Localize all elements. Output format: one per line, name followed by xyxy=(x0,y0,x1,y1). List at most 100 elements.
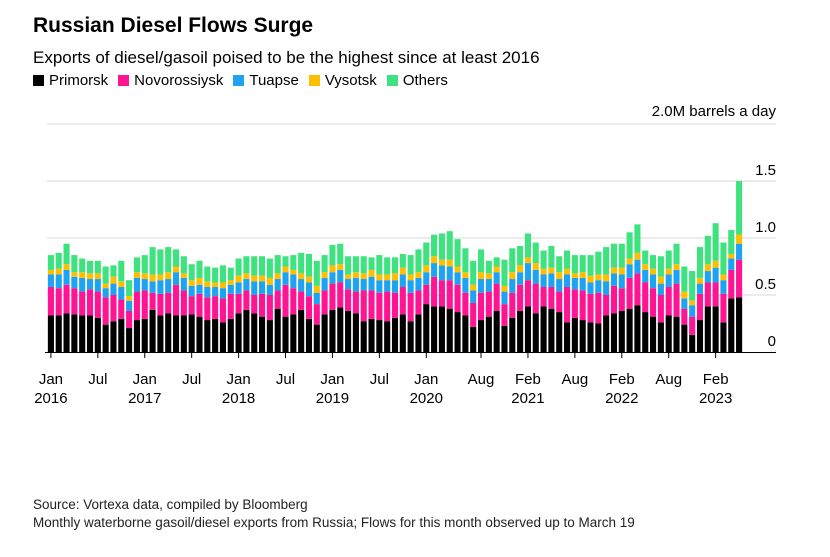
bar-segment-tuapse xyxy=(329,272,336,284)
bar-segment-vysotsk xyxy=(712,260,719,268)
bar-segment-novorossiysk xyxy=(517,284,524,311)
bar-segment-others xyxy=(157,249,164,275)
bar-segment-novorossiysk xyxy=(423,284,430,305)
bar-segment-others xyxy=(337,243,344,265)
bar-segment-others xyxy=(736,181,743,235)
x-tick-label: Feb xyxy=(703,371,729,388)
bar-segment-primorsk xyxy=(352,313,359,352)
bar-segment-primorsk xyxy=(618,310,625,352)
bar-segment-primorsk xyxy=(470,326,477,352)
bar-segment-primorsk xyxy=(305,318,313,352)
bar-segment-tuapse xyxy=(603,281,610,295)
bar-segment-novorossiysk xyxy=(665,287,672,316)
bar-segment-vysotsk xyxy=(563,268,571,275)
bar-segment-tuapse xyxy=(626,264,633,278)
bar-segment-vysotsk xyxy=(141,273,148,280)
bar-segment-others xyxy=(696,247,704,278)
bar-segment-vysotsk xyxy=(681,291,688,299)
bar-segment-primorsk xyxy=(298,309,305,352)
bar-segment-novorossiysk xyxy=(94,291,101,318)
x-tick-label: Jan xyxy=(414,371,438,388)
bar-segment-others xyxy=(79,258,86,273)
legend-label-others: Others xyxy=(402,72,448,89)
bar-segment-novorossiysk xyxy=(626,277,633,309)
bar-segment-vysotsk xyxy=(665,268,672,275)
bar-segment-novorossiysk xyxy=(454,284,461,313)
bar-segment-novorossiysk xyxy=(188,296,195,315)
bar-segment-novorossiysk xyxy=(126,310,133,329)
bar-segment-others xyxy=(477,249,485,273)
bar-segment-vysotsk xyxy=(438,259,445,266)
bar-segment-others xyxy=(399,253,406,268)
bar-segment-novorossiysk xyxy=(603,295,610,316)
bar-segment-others xyxy=(259,256,266,276)
bar-segment-vysotsk xyxy=(462,272,469,278)
bar-segment-vysotsk xyxy=(305,276,313,283)
bar-segment-novorossiysk xyxy=(728,269,735,299)
bar-segment-novorossiysk xyxy=(431,276,438,307)
bar-segment-vysotsk xyxy=(266,277,273,285)
bar-segment-novorossiysk xyxy=(329,283,336,310)
bar-segment-primorsk xyxy=(157,315,164,352)
bar-segment-others xyxy=(212,267,219,283)
bar-segment-tuapse xyxy=(454,272,461,285)
bar-segment-tuapse xyxy=(517,272,524,285)
bar-segment-primorsk xyxy=(642,312,649,352)
bar-segment-tuapse xyxy=(477,279,485,293)
bar-segment-primorsk xyxy=(438,306,445,352)
bar-segment-vysotsk xyxy=(71,272,78,277)
bar-segment-tuapse xyxy=(157,280,164,294)
bar-segment-others xyxy=(290,255,297,270)
bar-segment-others xyxy=(548,245,555,268)
bar-segment-novorossiysk xyxy=(133,291,140,321)
legend-swatch-vysotsk xyxy=(308,75,320,86)
bar-segment-novorossiysk xyxy=(196,293,203,317)
bar-segment-others xyxy=(524,233,531,258)
legend-label-primorsk: Primorsk xyxy=(49,72,109,89)
bar-segment-primorsk xyxy=(86,315,94,352)
bar-segment-primorsk xyxy=(665,315,672,352)
bar-segment-primorsk xyxy=(431,306,438,352)
bar-segment-novorossiysk xyxy=(157,293,164,316)
x-tick-year-label: 2018 xyxy=(222,390,255,407)
bar-segment-novorossiysk xyxy=(689,316,696,335)
bar-segment-vysotsk xyxy=(571,273,578,278)
bar-segment-others xyxy=(603,247,610,275)
bar-segment-primorsk xyxy=(219,322,227,352)
bar-segment-novorossiysk xyxy=(274,290,281,309)
bar-segment-vysotsk xyxy=(587,275,594,283)
bar-segment-tuapse xyxy=(321,277,328,291)
bar-segment-vysotsk xyxy=(235,275,242,283)
bar-segment-novorossiysk xyxy=(540,287,547,307)
bar-segment-tuapse xyxy=(462,277,469,293)
bar-segment-others xyxy=(55,252,62,269)
chart-subtitle: Exports of diesel/gasoil poised to be th… xyxy=(33,48,540,67)
bar-segment-tuapse xyxy=(415,277,422,291)
source-note: Source: Vortexa data, compiled by Bloomb… xyxy=(33,497,308,512)
bar-segment-vysotsk xyxy=(47,269,54,275)
bar-segment-tuapse xyxy=(650,274,657,289)
bar-segment-others xyxy=(47,255,54,270)
bar-segment-novorossiysk xyxy=(587,293,594,323)
bar-segment-primorsk xyxy=(736,297,743,352)
bar-segment-primorsk xyxy=(477,320,485,352)
legend-item-tuapse: Tuapse xyxy=(233,72,299,89)
bar-segment-vysotsk xyxy=(282,266,289,273)
bar-segment-primorsk xyxy=(595,323,602,352)
stacked-bar-chart: 0 0.5 1.0 1.5 2.0M barrels a day Jan 2016 Jul Ja… xyxy=(34,103,776,407)
bar-segment-vysotsk xyxy=(407,274,414,281)
bar-segment-novorossiysk xyxy=(720,293,727,323)
bar-segment-tuapse xyxy=(579,277,586,291)
bar-segment-others xyxy=(509,248,516,273)
bar-segment-others xyxy=(501,259,508,286)
bar-segment-novorossiysk xyxy=(149,292,156,310)
bar-segment-novorossiysk xyxy=(352,291,359,314)
bar-segment-novorossiysk xyxy=(141,290,148,319)
bar-segment-others xyxy=(485,260,492,274)
bar-segment-vysotsk xyxy=(313,285,320,293)
bar-segment-vysotsk xyxy=(431,256,438,264)
bar-segment-vysotsk xyxy=(86,273,94,280)
bar-segment-tuapse xyxy=(274,279,281,291)
bar-segment-primorsk xyxy=(634,305,641,352)
bar-segment-primorsk xyxy=(548,308,555,352)
